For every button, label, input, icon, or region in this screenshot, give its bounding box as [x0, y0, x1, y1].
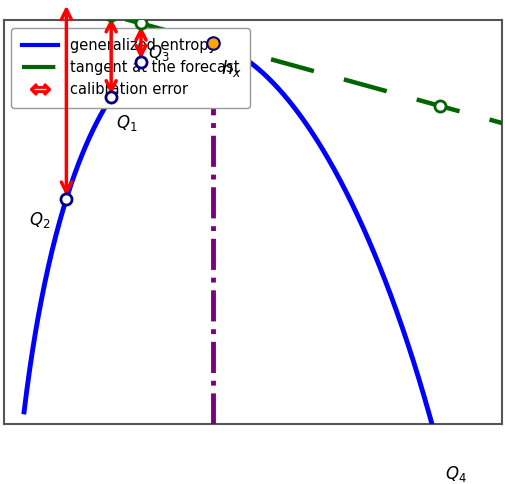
- Legend: generalized entropy, tangent at the forecast, calibration error: generalized entropy, tangent at the fore…: [12, 28, 249, 107]
- Text: $Q_3$: $Q_3$: [148, 43, 170, 63]
- Text: $h_x$: $h_x$: [220, 58, 241, 78]
- Text: $Q_1$: $Q_1$: [116, 113, 137, 133]
- Text: $Q_2$: $Q_2$: [29, 210, 50, 230]
- Text: $Q_4$: $Q_4$: [444, 464, 466, 484]
